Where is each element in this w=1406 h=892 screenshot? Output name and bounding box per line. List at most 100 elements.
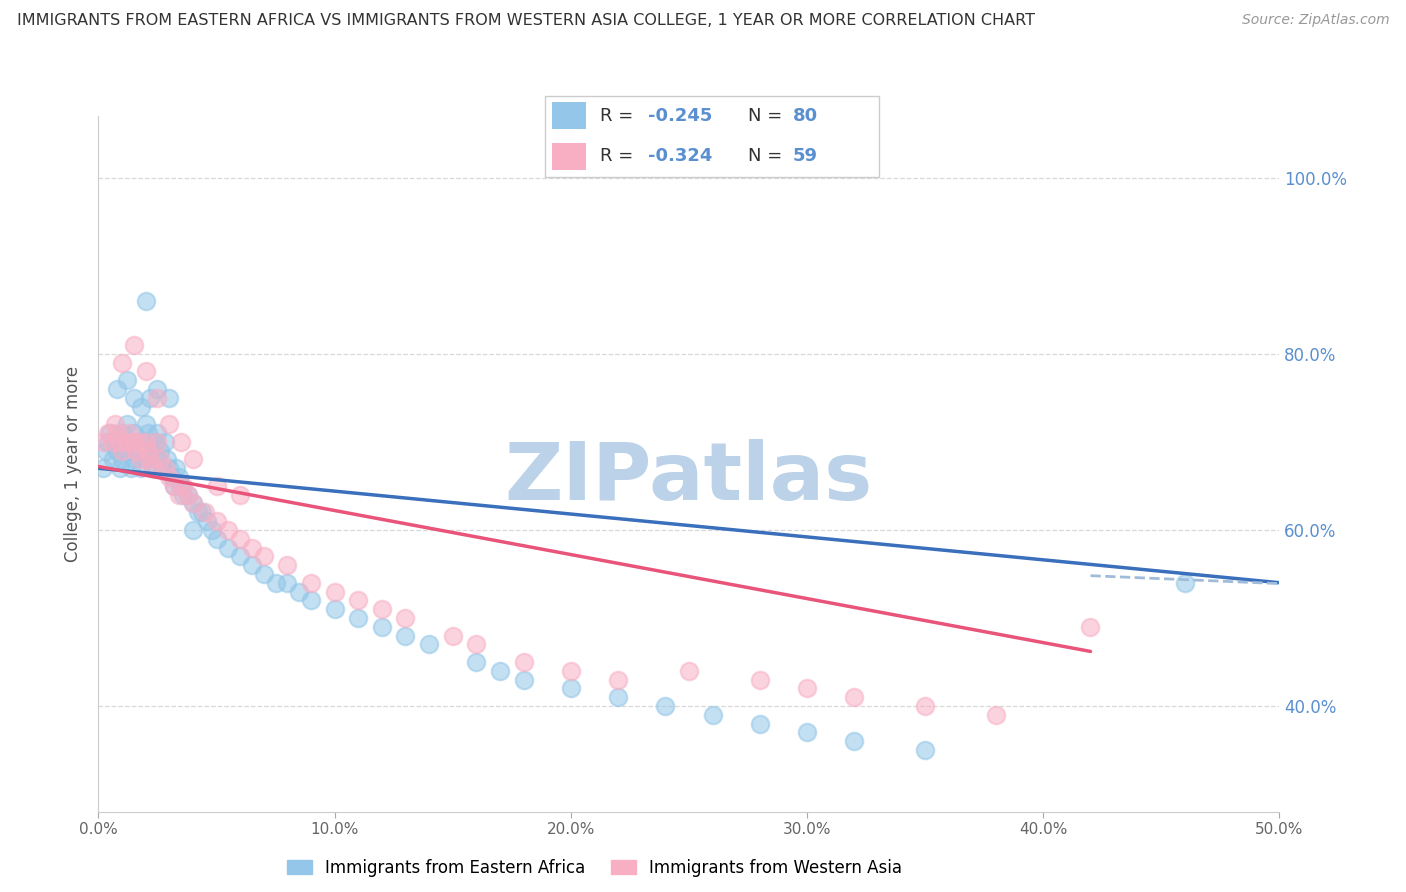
Point (97, 425, 120, 440)
FancyBboxPatch shape (551, 103, 586, 129)
Point (984, 707, 1007, 722)
Point (187, 505, 209, 519)
Point (122, 391, 145, 405)
Point (111, 425, 134, 440)
Point (347, 611, 370, 625)
Point (135, 452, 157, 467)
Point (1080, 620, 1102, 634)
Point (607, 690, 630, 705)
Point (149, 443, 172, 458)
Point (167, 488, 190, 502)
Point (91, 461, 114, 475)
Point (143, 434, 166, 449)
Point (512, 673, 534, 687)
Point (181, 523, 204, 537)
Point (128, 434, 150, 449)
Point (299, 593, 322, 607)
Point (205, 479, 228, 493)
Point (371, 620, 394, 634)
Point (607, 673, 630, 687)
Point (112, 434, 135, 449)
Point (146, 391, 169, 405)
Point (1174, 575, 1197, 590)
Point (101, 434, 124, 449)
Point (132, 434, 155, 449)
Legend: Immigrants from Eastern Africa, Immigrants from Western Asia: Immigrants from Eastern Africa, Immigran… (280, 852, 908, 883)
Point (796, 681, 818, 696)
Point (560, 664, 582, 678)
Point (299, 575, 322, 590)
Point (796, 725, 818, 739)
Point (111, 355, 134, 369)
Point (125, 443, 148, 458)
Point (748, 716, 770, 731)
Point (253, 566, 276, 581)
Point (122, 434, 145, 449)
Point (844, 690, 866, 705)
Point (157, 391, 180, 405)
Point (229, 488, 252, 502)
Point (394, 611, 416, 625)
Point (418, 637, 440, 651)
Point (118, 443, 141, 458)
Text: -0.245: -0.245 (648, 107, 713, 125)
Point (170, 434, 193, 449)
Point (441, 629, 464, 643)
Point (105, 382, 128, 396)
Point (167, 470, 190, 484)
FancyBboxPatch shape (551, 143, 586, 169)
Text: N =: N = (748, 107, 787, 125)
Point (94, 443, 117, 458)
Text: 80: 80 (793, 107, 818, 125)
Point (135, 293, 157, 308)
Point (91, 434, 114, 449)
Point (150, 461, 173, 475)
Point (142, 461, 165, 475)
Point (195, 514, 218, 528)
Text: R =: R = (600, 107, 638, 125)
Point (914, 743, 936, 757)
Point (276, 558, 298, 573)
Point (115, 373, 138, 387)
Point (748, 673, 770, 687)
Point (135, 434, 157, 449)
Point (121, 461, 143, 475)
Point (165, 461, 187, 475)
Point (217, 541, 239, 555)
Point (135, 417, 157, 432)
Point (118, 425, 141, 440)
Point (201, 523, 224, 537)
Text: ZIPatlas: ZIPatlas (505, 439, 873, 516)
Point (129, 452, 152, 467)
Point (129, 461, 152, 475)
Point (194, 505, 217, 519)
Point (181, 496, 204, 510)
Point (205, 532, 228, 546)
Point (702, 707, 724, 722)
Point (105, 443, 128, 458)
Point (229, 549, 252, 564)
Point (157, 461, 180, 475)
FancyBboxPatch shape (544, 96, 879, 177)
Point (104, 434, 127, 449)
Point (146, 434, 169, 449)
Text: R =: R = (600, 147, 638, 165)
Point (153, 461, 176, 475)
Point (914, 699, 936, 714)
Point (142, 461, 165, 475)
Point (394, 629, 416, 643)
Point (172, 479, 194, 493)
Point (163, 479, 186, 493)
Point (111, 443, 134, 458)
Point (240, 558, 263, 573)
Point (129, 400, 152, 414)
Point (115, 417, 138, 432)
Point (108, 434, 131, 449)
Point (678, 664, 700, 678)
Point (560, 681, 582, 696)
Point (128, 443, 150, 458)
Point (191, 505, 214, 519)
Point (136, 425, 159, 440)
Point (205, 514, 228, 528)
Point (347, 593, 370, 607)
